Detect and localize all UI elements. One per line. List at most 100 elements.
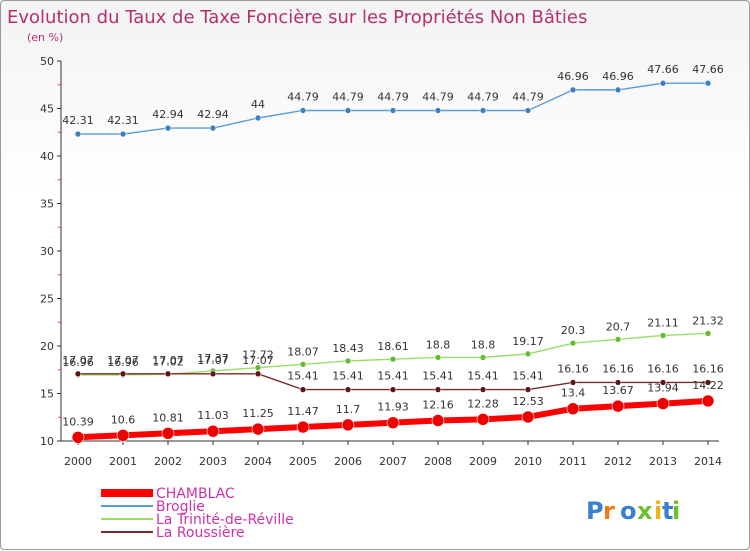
x-tick-label: 2007 [379,455,407,468]
data-label: 44.79 [467,90,499,103]
data-point [524,107,532,114]
data-point [611,399,625,413]
axes: 10 15 20 25 30 35 40 45 50 2000 2001 2002 2003 2004 20… [40,55,722,468]
y-tick-label: 20 [40,340,54,353]
data-point [389,355,397,363]
data-label: 44.79 [332,90,364,103]
y-tick-label: 30 [40,245,54,258]
data-point [614,336,622,343]
data-label: 16.96 [62,356,94,369]
data-label: 11.25 [242,407,274,420]
x-tick-label: 2002 [154,455,182,468]
x-tick-label: 2011 [559,455,587,468]
data-label: 11.03 [197,409,229,422]
data-label: 17.02 [152,355,184,368]
data-point [254,370,262,378]
data-label: 47.66 [692,63,724,76]
data-label: 44.79 [377,90,409,103]
legend-label: La Trinité-de-Réville [156,512,294,528]
data-label: 18.8 [471,338,496,351]
x-tick-label: 2014 [694,455,722,468]
data-label: 44.79 [422,90,454,103]
logo-letter: i [672,497,680,525]
series-layer: 42.31 42.31 42.94 42.94 44 44.79 44.79 44.79 44.… [62,63,724,444]
data-point [659,379,667,386]
data-label: 12.16 [422,398,454,411]
data-label: 15.41 [377,370,409,383]
logo-letter: P [586,497,604,525]
data-point [524,386,532,393]
data-point [164,370,172,378]
data-label: 42.31 [62,114,94,127]
logo-letter: t [662,497,673,525]
data-point [341,418,355,432]
chart-subtitle: (en %) [27,31,63,44]
data-point [209,124,217,132]
data-label: 17.07 [242,354,274,367]
data-label: 42.31 [107,114,139,127]
data-label: 16.16 [557,362,589,375]
data-point [344,107,352,114]
data-label: 46.96 [602,70,634,83]
data-point [569,339,577,347]
data-label: 13.4 [561,387,586,400]
data-label: 44.79 [512,90,544,103]
data-point [116,428,130,442]
data-point [566,402,580,416]
data-label: 17.07 [62,354,94,367]
data-label: 44.79 [287,90,319,103]
data-label: 18.61 [377,340,409,353]
data-point [254,114,262,122]
data-point [344,386,352,393]
data-point [704,79,712,87]
data-point [656,397,670,410]
legend-item: Broglie [101,499,205,515]
series-la-trinit-de-r-ville: 16.96 16.96 17.02 17.37 17.72 18.07 18.43 18.61… [62,314,724,379]
data-label: 14.22 [692,379,724,392]
chart-title: Evolution du Taux de Taxe Foncière sur l… [7,7,587,28]
x-tick-label: 2004 [244,455,272,468]
data-point [74,370,82,378]
data-point [296,420,310,434]
data-label: 18.43 [332,342,364,355]
data-point [299,107,307,114]
data-point [431,414,445,427]
x-tick-label: 2006 [334,455,362,468]
data-label: 19.17 [512,335,544,348]
data-label: 20.7 [606,320,631,333]
logo-letter: o [620,497,637,525]
data-point [434,354,442,361]
y-tick-label: 15 [40,388,54,401]
data-label: 17.37 [197,352,229,365]
y-tick-label: 10 [40,435,54,448]
data-point [161,427,175,440]
x-tick-label: 2000 [64,455,92,468]
data-point [434,386,442,393]
legend-item: La Trinité-de-Réville [101,512,294,528]
x-tick-label: 2013 [649,455,677,468]
data-label: 16.16 [647,362,679,375]
data-label: 15.41 [467,370,499,383]
data-point [524,350,532,358]
x-tick-label: 2008 [424,455,452,468]
data-point [119,130,127,138]
data-label: 21.32 [692,314,724,327]
data-label: 10.6 [111,413,136,426]
legend-swatch [101,489,153,497]
data-label: 46.96 [557,70,589,83]
data-point [704,330,712,337]
data-label: 15.41 [287,370,319,383]
y-tick-label: 35 [40,198,54,211]
data-point [521,410,535,424]
series-la-roussi-re: 17.07 17.07 17.07 17.07 17.07 15.41 15.41 15.41… [62,354,724,393]
data-point [386,416,400,429]
data-label: 21.11 [647,316,679,329]
series-broglie: 42.31 42.31 42.94 42.94 44 44.79 44.79 44.79 44.… [62,63,724,138]
x-tick-label: 2010 [514,455,542,468]
data-point [704,379,712,386]
data-label: 10.39 [62,415,94,428]
